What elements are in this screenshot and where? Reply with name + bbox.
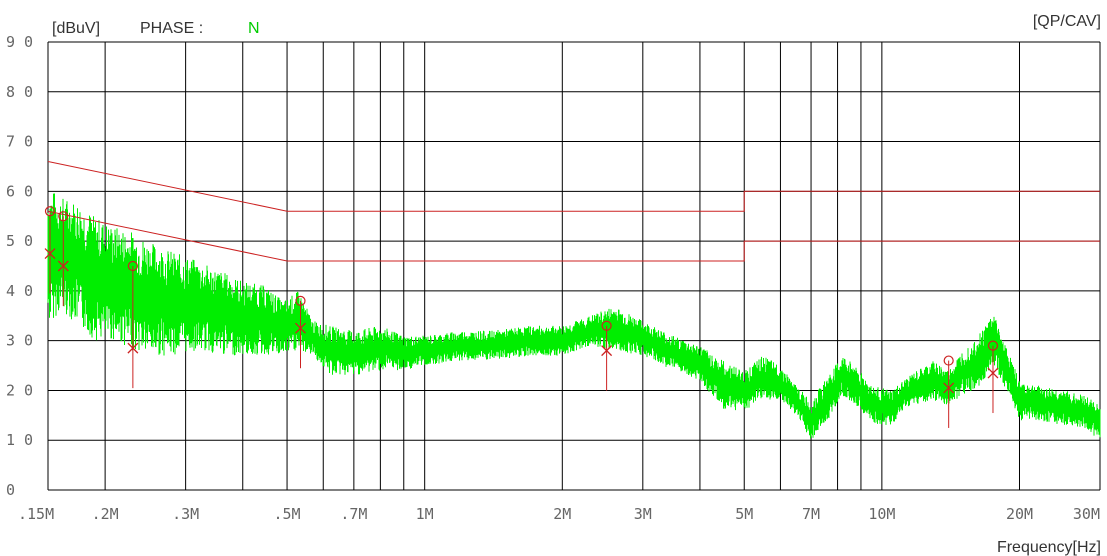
x-tick-label: .7M [340, 505, 367, 523]
grid-horizontal [48, 41, 1100, 491]
x-tick-label: 20M [1006, 505, 1033, 523]
x-tick-label: 5M [735, 505, 753, 523]
x-tick-label: 10M [868, 505, 895, 523]
av-marker [44, 248, 56, 260]
x-tick-label: .15M [18, 505, 54, 523]
x-tick-label: 2M [553, 505, 571, 523]
qp-marker [601, 320, 612, 331]
y-tick-label: 5 0 [6, 232, 33, 250]
y-tick-label: 2 0 [6, 381, 33, 399]
y-tick-labels: 0 1 0 2 0 3 0 4 0 5 0 6 0 7 0 8 0 9 0 [6, 33, 33, 499]
limit-line-qp [47, 161, 1100, 212]
limit-lines [47, 161, 1100, 262]
av-marker [943, 382, 955, 394]
trace-line [47, 193, 1101, 439]
qp-marker [987, 340, 999, 351]
detector-label: [QP/CAV] [1033, 13, 1101, 30]
x-axis-label: Frequency[Hz] [997, 539, 1101, 556]
qp-marker [943, 355, 954, 366]
y-tick-label: 3 0 [6, 332, 33, 350]
av-marker [127, 342, 139, 354]
grid-vertical [47, 42, 1101, 490]
av-marker [295, 322, 306, 334]
av-marker [57, 260, 69, 272]
x-tick-labels: .15M .2M .3M .5M .7M 1M 2M 3M 5M 7M 10M 20M 30M [18, 505, 1100, 523]
x-tick-label: 30M [1073, 505, 1100, 523]
y-tick-label: 0 [6, 481, 15, 499]
phase-label: PHASE : [140, 20, 203, 37]
qp-marker [58, 211, 69, 222]
y-tick-label: 8 0 [6, 83, 33, 101]
x-tick-label: .3M [172, 505, 199, 523]
y-tick-label: 6 0 [6, 182, 33, 200]
qp-marker [295, 295, 306, 306]
unit-label: [dBuV] [52, 20, 100, 37]
markers [44, 206, 999, 428]
y-tick-label: 9 0 [6, 33, 33, 51]
limit-line-av [47, 210, 1100, 262]
y-tick-label: 7 0 [6, 133, 33, 151]
trace-band [47, 193, 1101, 439]
phase-value: N [248, 20, 260, 37]
qp-marker [44, 206, 56, 217]
y-tick-label: 1 0 [6, 431, 33, 449]
av-marker [987, 367, 999, 379]
x-tick-label: .5M [274, 505, 301, 523]
x-tick-label: 3M [634, 505, 652, 523]
x-tick-label: .2M [92, 505, 119, 523]
av-marker [601, 345, 613, 357]
x-tick-label: 7M [802, 505, 820, 523]
x-tick-label: 1M [416, 505, 434, 523]
y-tick-label: 4 0 [6, 282, 33, 300]
qp-marker [127, 260, 138, 272]
